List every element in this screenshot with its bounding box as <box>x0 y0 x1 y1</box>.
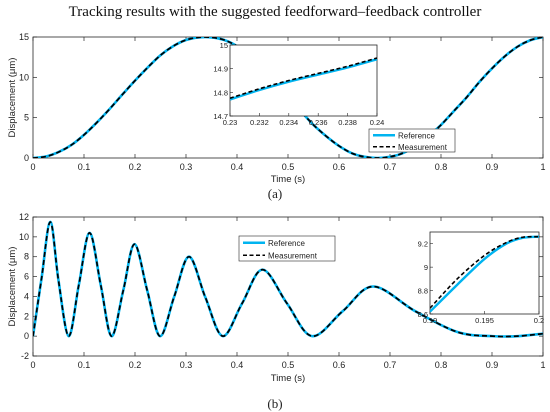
inset-x-tick-label: 0.195 <box>475 316 494 325</box>
inset-y-tick-label: 15 <box>220 41 228 50</box>
inset-reference-line <box>230 58 377 101</box>
measurement-series-line <box>33 221 543 338</box>
x-tick-label: 0 <box>30 360 35 370</box>
y-tick-label: 2 <box>24 311 29 321</box>
inset-x-tick-label: 0.234 <box>279 118 298 127</box>
x-tick-label: 0.8 <box>435 360 448 370</box>
inset-frame <box>229 44 378 117</box>
y-tick-label: 10 <box>19 72 29 82</box>
inset-plot: 0.23 0.232 0.234 0.236 0.238 0.24 14.7 14.8 14.9… <box>213 41 384 127</box>
panel-caption: (b) <box>267 396 282 411</box>
x-tick-label: 0.8 <box>435 162 448 172</box>
x-tick-label: 0.7 <box>384 162 397 172</box>
chart-panel-a: 0 0.1 0.2 0.3 0.4 0.5 0.6 0.7 0.8 0.9 1051015Time … <box>7 32 546 201</box>
x-tick-label: 0.9 <box>486 162 499 172</box>
y-tick-label: 15 <box>19 32 29 42</box>
inset-plot: 0.19 0.195 0.2 8.6 8.8 9 9.2 <box>418 231 544 325</box>
x-tick-label: 0.7 <box>384 360 397 370</box>
inset-measurement-line <box>430 235 539 309</box>
x-tick-label: 1 <box>540 360 545 370</box>
x-tick-label: 0.2 <box>129 360 142 370</box>
panel-caption: (a) <box>268 186 282 201</box>
x-tick-label: 0.1 <box>78 360 91 370</box>
x-tick-label: 0 <box>30 162 35 172</box>
x-tick-label: 0.6 <box>333 162 346 172</box>
x-tick-label: 0.3 <box>180 360 193 370</box>
inset-x-tick-label: 0.2 <box>534 316 544 325</box>
x-tick-label: 0.3 <box>180 162 193 172</box>
y-axis-label: Displacement (μm) <box>7 58 18 138</box>
inset-x-tick-label: 0.23 <box>223 118 238 127</box>
y-tick-label: 12 <box>19 212 29 222</box>
legend-label: Measurement <box>268 251 318 260</box>
inset-y-tick-label: 8.6 <box>418 310 428 319</box>
x-tick-label: 0.5 <box>282 162 295 172</box>
inset-y-tick-label: 9.2 <box>418 240 428 249</box>
y-tick-label: -2 <box>21 351 29 361</box>
x-tick-label: 0.5 <box>282 360 295 370</box>
legend-label: Reference <box>398 131 435 140</box>
inset-measurement-line <box>230 57 377 100</box>
x-tick-label: 1 <box>540 162 545 172</box>
x-axis-label: Time (s) <box>271 174 305 185</box>
inset-y-tick-label: 14.9 <box>213 65 228 74</box>
x-tick-label: 0.1 <box>78 162 91 172</box>
inset-x-tick-label: 0.238 <box>338 118 357 127</box>
inset-x-tick-label: 0.19 <box>423 316 438 325</box>
y-tick-label: 6 <box>24 272 29 282</box>
x-tick-label: 0.4 <box>231 360 244 370</box>
inset-x-tick-label: 0.232 <box>250 118 269 127</box>
legend-label: Measurement <box>398 143 448 152</box>
x-tick-label: 0.2 <box>129 162 142 172</box>
x-tick-label: 0.9 <box>486 360 499 370</box>
x-tick-label: 0.4 <box>231 162 244 172</box>
y-tick-label: 10 <box>19 232 29 242</box>
legend-label: Reference <box>268 239 305 248</box>
y-axis-label: Displacement (μm) <box>7 247 18 327</box>
y-tick-label: 0 <box>24 331 29 341</box>
inset-y-tick-label: 9 <box>424 263 428 272</box>
inset-x-tick-label: 0.236 <box>309 118 328 127</box>
legend-box <box>238 235 336 262</box>
inset-y-tick-label: 8.8 <box>418 287 428 296</box>
y-tick-label: 5 <box>24 113 29 123</box>
legend: Reference Measurement <box>368 128 456 153</box>
chart-panel-b: 0 0.1 0.2 0.3 0.4 0.5 0.6 0.7 0.8 0.9 1-2024681012… <box>7 212 546 411</box>
y-tick-label: 4 <box>24 291 29 301</box>
x-tick-label: 0.6 <box>333 360 346 370</box>
inset-frame <box>429 231 540 315</box>
inset-y-tick-label: 14.8 <box>213 88 228 97</box>
figure-title: Tracking results with the suggested feed… <box>68 4 482 20</box>
y-tick-label: 0 <box>24 153 29 163</box>
inset-x-tick-label: 0.24 <box>370 118 385 127</box>
inset-y-tick-label: 14.7 <box>213 112 228 121</box>
y-tick-label: 8 <box>24 252 29 262</box>
legend: Reference Measurement <box>238 235 336 262</box>
x-axis-label: Time (s) <box>271 373 305 384</box>
